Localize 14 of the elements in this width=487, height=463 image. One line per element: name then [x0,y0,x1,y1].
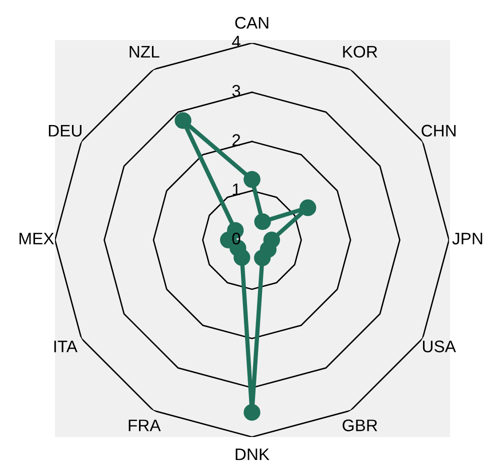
spoke-label: JPN [452,232,482,244]
y-tick-label: 0 [232,232,240,244]
spoke-label: NZL [130,46,160,58]
spoke-label: KOR [343,46,378,58]
spoke-label: CHN [422,124,456,137]
spoke-label: USA [422,340,456,352]
spoke-label: FRA [128,420,161,432]
y-tick-label: 4 [232,36,240,48]
spoke-label: CAN [235,16,268,29]
spoke-label: ITA [54,340,78,352]
spoke-label: GBR [342,420,378,432]
spoke-label: DNK [236,448,270,460]
spoke-label: MEX [20,232,54,244]
spoke-label: DEU [48,124,82,137]
